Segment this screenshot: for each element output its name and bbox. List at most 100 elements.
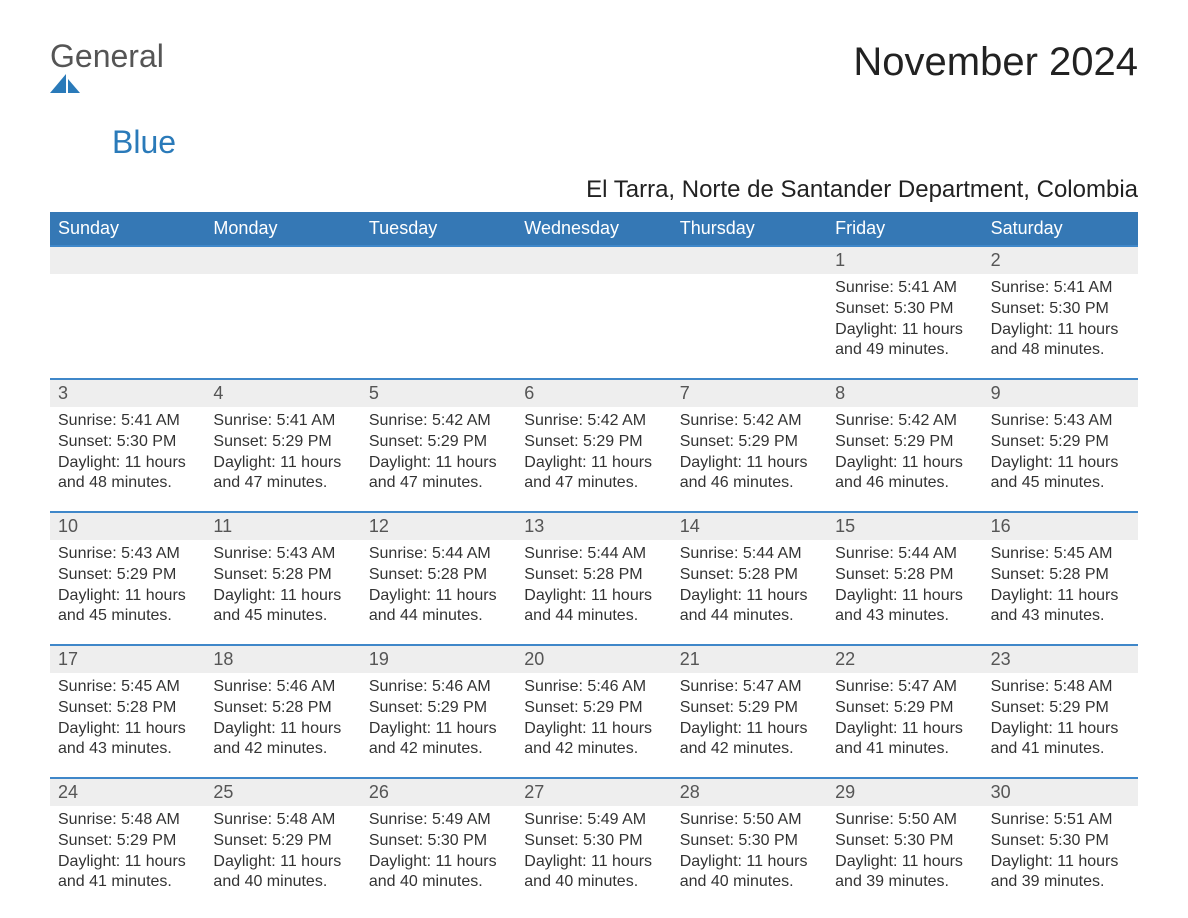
day-line: Sunset: 5:30 PM (991, 831, 1130, 852)
day-line: Sunrise: 5:45 AM (991, 544, 1130, 565)
day-line: Daylight: 11 hours (835, 320, 974, 341)
day-number: 3 (50, 380, 205, 407)
day-line: and 47 minutes. (369, 473, 508, 494)
week-row: 17181920212223Sunrise: 5:45 AMSunset: 5:… (50, 644, 1138, 777)
day-line: Sunrise: 5:42 AM (369, 411, 508, 432)
day-line: Sunset: 5:28 PM (835, 565, 974, 586)
day-line: Sunset: 5:29 PM (213, 432, 352, 453)
weekday-header: Wednesday (516, 212, 671, 245)
day-line: and 44 minutes. (680, 606, 819, 627)
day-line: Sunset: 5:29 PM (369, 432, 508, 453)
day-line: Sunset: 5:29 PM (680, 432, 819, 453)
day-cell: Sunrise: 5:48 AMSunset: 5:29 PMDaylight:… (983, 673, 1138, 777)
day-line: Sunset: 5:29 PM (58, 565, 197, 586)
day-line: Sunset: 5:30 PM (369, 831, 508, 852)
day-number: 26 (361, 779, 516, 806)
day-line: Sunrise: 5:51 AM (991, 810, 1130, 831)
day-cell: Sunrise: 5:44 AMSunset: 5:28 PMDaylight:… (361, 540, 516, 644)
day-line: and 41 minutes. (835, 739, 974, 760)
day-number (672, 247, 827, 274)
day-cell: Sunrise: 5:46 AMSunset: 5:28 PMDaylight:… (205, 673, 360, 777)
day-line: and 46 minutes. (835, 473, 974, 494)
day-number: 5 (361, 380, 516, 407)
day-number (205, 247, 360, 274)
weekday-header: Tuesday (361, 212, 516, 245)
week-row: 24252627282930Sunrise: 5:48 AMSunset: 5:… (50, 777, 1138, 910)
day-line: Sunset: 5:28 PM (991, 565, 1130, 586)
day-line: Daylight: 11 hours (680, 453, 819, 474)
day-line: Daylight: 11 hours (58, 586, 197, 607)
day-line: and 40 minutes. (213, 872, 352, 893)
day-number: 11 (205, 513, 360, 540)
weekday-header: Sunday (50, 212, 205, 245)
page-title: November 2024 (853, 40, 1138, 85)
weekday-header: Saturday (983, 212, 1138, 245)
day-number (516, 247, 671, 274)
day-details-row: Sunrise: 5:45 AMSunset: 5:28 PMDaylight:… (50, 673, 1138, 777)
day-cell: Sunrise: 5:45 AMSunset: 5:28 PMDaylight:… (50, 673, 205, 777)
day-line: Sunset: 5:30 PM (524, 831, 663, 852)
day-line: Daylight: 11 hours (835, 719, 974, 740)
weekday-header-row: SundayMondayTuesdayWednesdayThursdayFrid… (50, 212, 1138, 245)
day-cell: Sunrise: 5:48 AMSunset: 5:29 PMDaylight:… (50, 806, 205, 910)
day-number: 1 (827, 247, 982, 274)
day-line: and 39 minutes. (991, 872, 1130, 893)
day-cell: Sunrise: 5:43 AMSunset: 5:29 PMDaylight:… (983, 407, 1138, 511)
day-details-row: Sunrise: 5:41 AM Sunset: 5:30 PM Daylight:… (50, 407, 1138, 511)
day-number: 30 (983, 779, 1138, 806)
day-number-row: 10111213141516 (50, 513, 1138, 540)
day-cell: Sunrise: 5:45 AMSunset: 5:28 PMDaylight:… (983, 540, 1138, 644)
day-line: and 43 minutes. (58, 739, 197, 760)
day-line: Daylight: 11 hours (213, 586, 352, 607)
day-line: Sunset: 5:30 PM (58, 432, 197, 453)
day-line: Sunrise: 5:49 AM (369, 810, 508, 831)
day-line: and 39 minutes. (835, 872, 974, 893)
day-line: Sunset: 5:30 PM (680, 831, 819, 852)
day-line: Daylight: 11 hours (680, 852, 819, 873)
day-line: Sunrise: 5:46 AM (369, 677, 508, 698)
day-cell: Sunrise: 5:44 AMSunset: 5:28 PMDaylight:… (827, 540, 982, 644)
day-cell: Sunrise: 5:41 AMSunset: 5:30 PMDaylight:… (983, 274, 1138, 378)
day-line: and 42 minutes. (524, 739, 663, 760)
day-line: Sunrise: 5:44 AM (369, 544, 508, 565)
day-line: Daylight: 11 hours (369, 586, 508, 607)
day-line: Daylight: 11 hours (835, 586, 974, 607)
day-line: Sunrise: 5:41 AM (213, 411, 352, 432)
day-number: 29 (827, 779, 982, 806)
day-line: Daylight: 11 hours (991, 320, 1130, 341)
day-number-row: 17181920212223 (50, 646, 1138, 673)
day-cell: Sunrise: 5:47 AMSunset: 5:29 PMDaylight:… (827, 673, 982, 777)
day-line: Sunset: 5:30 PM (991, 299, 1130, 320)
day-number: 13 (516, 513, 671, 540)
day-number: 25 (205, 779, 360, 806)
week-row: 10111213141516Sunrise: 5:43 AMSunset: 5:… (50, 511, 1138, 644)
day-cell: Sunrise: 5:49 AMSunset: 5:30 PMDaylight:… (516, 806, 671, 910)
day-line: Sunrise: 5:50 AM (835, 810, 974, 831)
day-line: and 47 minutes. (213, 473, 352, 494)
day-number-row: 12 (50, 247, 1138, 274)
day-line: Sunrise: 5:44 AM (524, 544, 663, 565)
day-cell: Sunrise: 5:50 AMSunset: 5:30 PMDaylight:… (827, 806, 982, 910)
day-line: Sunset: 5:28 PM (369, 565, 508, 586)
day-number (50, 247, 205, 274)
day-line: Sunrise: 5:48 AM (991, 677, 1130, 698)
day-cell (672, 274, 827, 378)
day-line: Sunrise: 5:46 AM (524, 677, 663, 698)
day-line: and 41 minutes. (58, 872, 197, 893)
day-line: and 44 minutes. (524, 606, 663, 627)
day-number: 12 (361, 513, 516, 540)
day-line: Sunrise: 5:42 AM (524, 411, 663, 432)
brand-logo: General Blue (50, 40, 176, 158)
day-number: 9 (983, 380, 1138, 407)
day-line: Sunset: 5:29 PM (213, 831, 352, 852)
day-number: 23 (983, 646, 1138, 673)
day-cell: Sunrise: 5:46 AMSunset: 5:29 PMDaylight:… (516, 673, 671, 777)
day-line: Sunrise: 5:44 AM (835, 544, 974, 565)
weekday-header: Thursday (672, 212, 827, 245)
day-cell: Sunrise: 5:42 AMSunset: 5:29 PMDaylight:… (516, 407, 671, 511)
day-line: Sunrise: 5:43 AM (991, 411, 1130, 432)
day-line: Daylight: 11 hours (369, 852, 508, 873)
day-line: and 45 minutes. (58, 606, 197, 627)
day-line: and 40 minutes. (524, 872, 663, 893)
day-line: Sunset: 5:29 PM (991, 432, 1130, 453)
